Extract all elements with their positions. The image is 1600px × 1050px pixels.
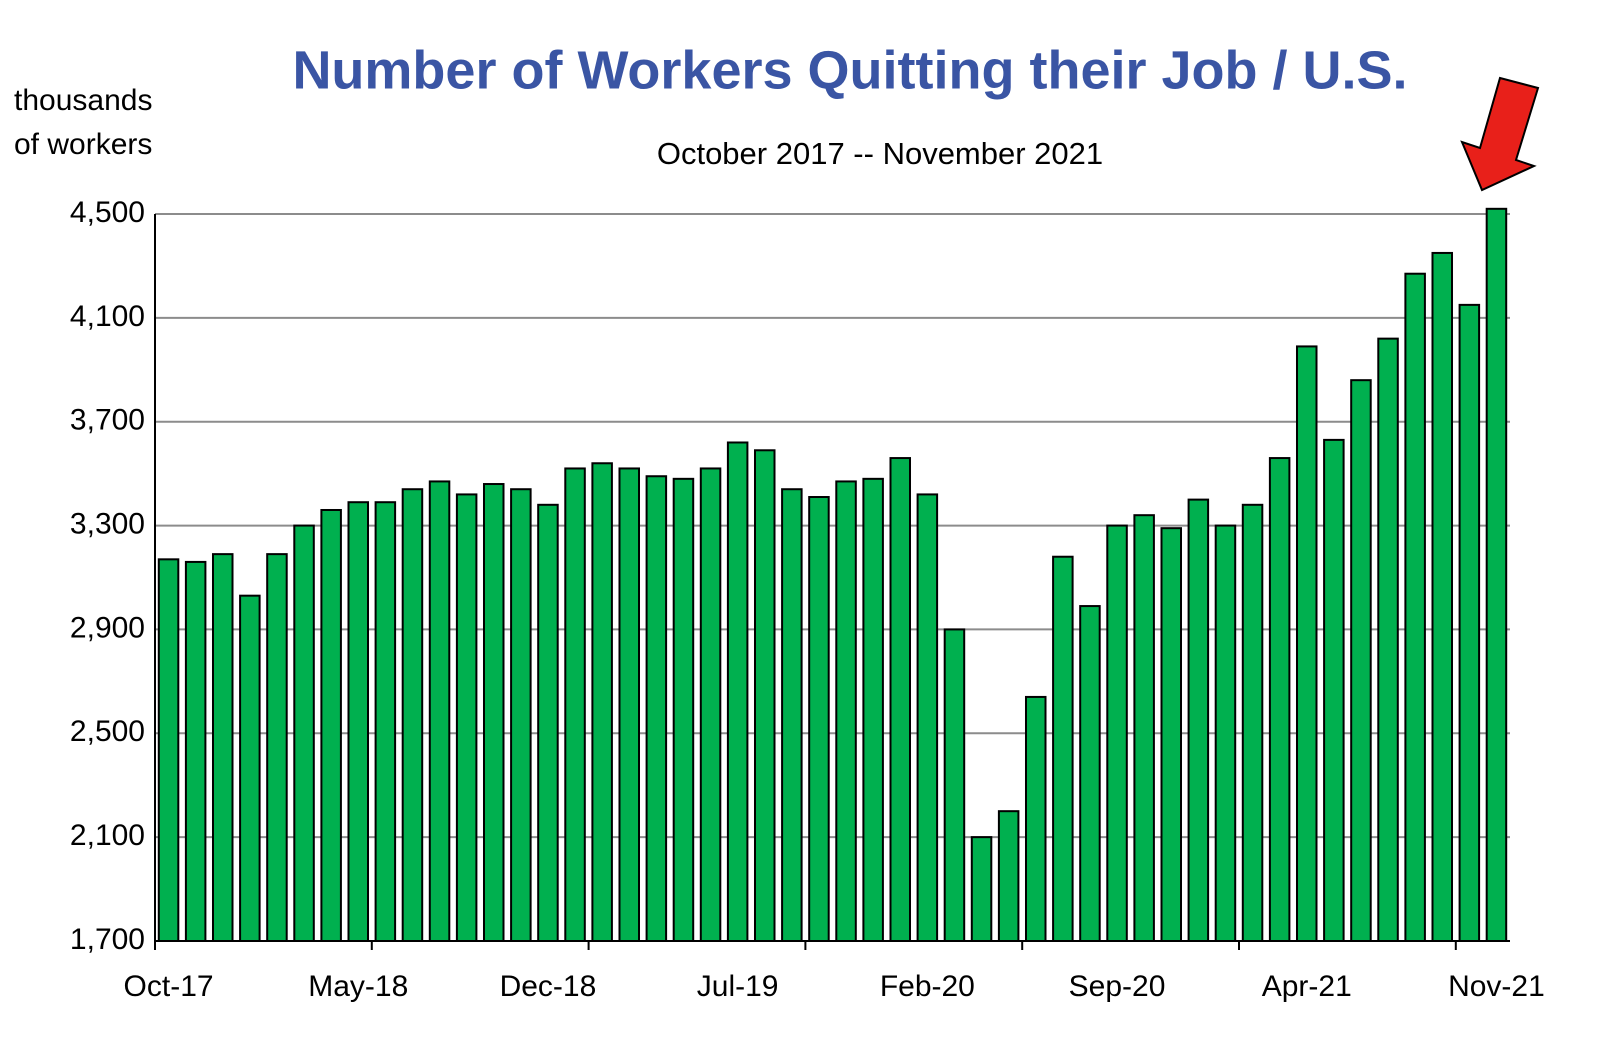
bar xyxy=(672,477,695,942)
y-tick-label: 3,700 xyxy=(70,404,145,437)
x-tick-label: Oct-17 xyxy=(124,970,214,1003)
bar xyxy=(293,524,315,942)
bar xyxy=(1323,438,1345,942)
bar xyxy=(1024,695,1047,943)
bar xyxy=(889,457,912,942)
bar xyxy=(211,553,234,942)
x-tick-label: Jul-19 xyxy=(697,970,779,1003)
bar xyxy=(1052,555,1074,942)
bar xyxy=(428,480,451,942)
bar xyxy=(1133,514,1155,943)
x-tick-label: Dec-18 xyxy=(500,970,597,1003)
y-tick-label: 2,500 xyxy=(70,715,145,748)
bar xyxy=(970,836,993,943)
bar xyxy=(1160,527,1183,942)
y-tick-label: 2,100 xyxy=(70,819,145,852)
bar xyxy=(1106,524,1128,942)
bar xyxy=(347,501,370,942)
bar xyxy=(1079,605,1101,943)
highlight-arrow xyxy=(1460,76,1540,192)
bar xyxy=(699,467,722,942)
y-axis-label: of workers xyxy=(14,128,152,161)
bar xyxy=(753,449,776,942)
chart-subtitle: October 2017 -- November 2021 xyxy=(657,136,1103,171)
x-tick-label: Apr-21 xyxy=(1262,970,1352,1003)
bar xyxy=(455,493,478,942)
bar xyxy=(862,477,884,942)
bar xyxy=(618,467,641,942)
y-tick-label: 3,300 xyxy=(70,507,145,540)
bar xyxy=(184,560,207,943)
bar xyxy=(1295,345,1318,942)
bar xyxy=(374,501,397,942)
x-tick-label: May-18 xyxy=(308,970,408,1003)
bar xyxy=(1377,337,1399,942)
bar xyxy=(1241,503,1264,942)
chart-title: Number of Workers Quitting their Job / U… xyxy=(292,40,1407,100)
x-tick-label: Nov-21 xyxy=(1448,970,1545,1003)
bar xyxy=(808,496,830,942)
bar xyxy=(781,488,803,942)
y-axis-label: thousands xyxy=(14,84,152,117)
x-tick-label: Feb-20 xyxy=(880,970,975,1003)
bar xyxy=(239,594,261,942)
bar xyxy=(1458,303,1481,942)
bar xyxy=(1268,457,1291,942)
bar xyxy=(997,810,1020,943)
bar xyxy=(510,488,532,942)
bar xyxy=(1431,251,1454,943)
y-tick-label: 4,100 xyxy=(70,300,145,333)
bar xyxy=(645,475,668,942)
y-tick-label: 4,500 xyxy=(70,196,145,229)
bar xyxy=(401,488,424,942)
bar xyxy=(835,480,857,942)
bar xyxy=(537,503,559,942)
bar xyxy=(943,628,966,943)
bar xyxy=(1404,272,1426,943)
y-tick-label: 1,700 xyxy=(70,923,145,956)
x-tick-label: Sep-20 xyxy=(1069,970,1166,1003)
bar xyxy=(1485,207,1508,943)
y-tick-label: 2,900 xyxy=(70,611,145,644)
bar xyxy=(157,558,180,942)
bar xyxy=(482,483,505,942)
bar xyxy=(1187,498,1210,942)
bar xyxy=(916,493,939,942)
bar xyxy=(320,508,342,942)
bar xyxy=(564,467,586,942)
bar xyxy=(1350,379,1372,942)
bar xyxy=(726,441,749,942)
bar xyxy=(1214,524,1237,942)
bar xyxy=(591,462,613,942)
bar xyxy=(266,553,288,942)
